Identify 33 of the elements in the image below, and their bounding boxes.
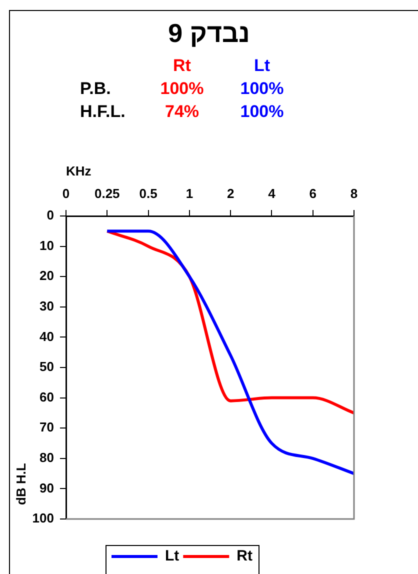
x-tick-label: 4 xyxy=(268,186,276,201)
y-tick-label: 0 xyxy=(46,208,54,223)
y-tick-label: 10 xyxy=(40,238,54,253)
line-series xyxy=(106,230,356,476)
y-tick-label: 90 xyxy=(40,480,54,496)
x-tick-label: 0 xyxy=(62,186,70,201)
y-tick-label: 60 xyxy=(40,389,54,404)
y-tick-label: 70 xyxy=(40,420,54,435)
x-tick-label: 1 xyxy=(186,186,194,201)
text: 100% xyxy=(159,79,205,99)
legend-label: Lt xyxy=(165,548,180,565)
y-tick-label: 50 xyxy=(40,359,54,374)
text: 100% xyxy=(239,79,285,99)
y-tick-label: 30 xyxy=(40,298,54,314)
y-tick-label: 20 xyxy=(40,268,54,284)
chart-title: נבדק 9 xyxy=(167,18,251,49)
x-tick-label: 8 xyxy=(350,186,358,201)
y-axis-title: dB H.L xyxy=(14,463,29,505)
x-tick-label: 0.25 xyxy=(94,186,120,201)
text: Rt xyxy=(172,56,192,76)
y-tick-label: 40 xyxy=(40,328,54,344)
x-axis-title: KHz xyxy=(66,163,92,178)
y-tick-label: 80 xyxy=(40,450,54,465)
text: 100% xyxy=(239,102,285,122)
x-tick-label: 0.5 xyxy=(139,186,158,201)
text: H.F.L. xyxy=(79,102,126,122)
text: Lt xyxy=(252,56,272,76)
y-tick-label: 100 xyxy=(32,510,54,526)
x-tick-label: 2 xyxy=(226,186,234,201)
text: 74% xyxy=(164,102,200,122)
legend-label: Rt xyxy=(236,548,252,565)
text: P.B. xyxy=(79,79,112,99)
x-tick-label: 6 xyxy=(309,186,316,201)
